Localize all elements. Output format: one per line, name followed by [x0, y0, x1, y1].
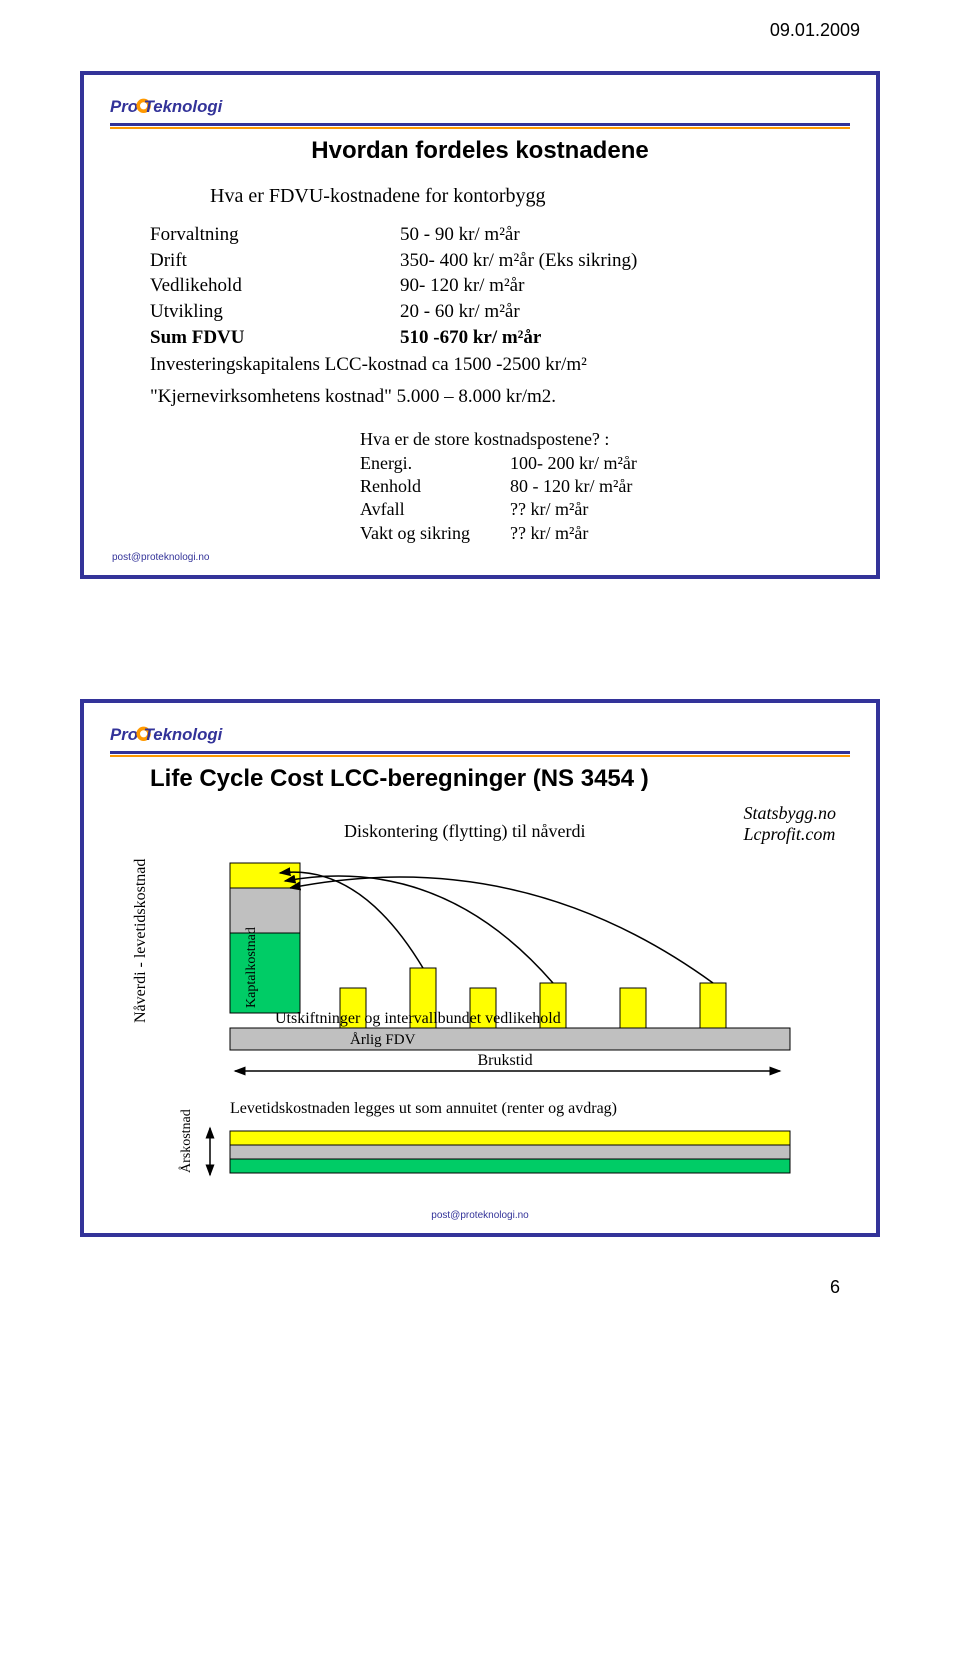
- store-value: ?? kr/ m²år: [510, 498, 588, 521]
- svg-text:Levetidskostnaden legges ut so: Levetidskostnaden legges ut som annuitet…: [230, 1100, 617, 1117]
- slide-2-inner: Pro Teknologi Life Cycle Cost LCC-beregn…: [84, 703, 876, 1233]
- footer-email: post@proteknologi.no: [112, 552, 209, 563]
- slide-1-frame: Pro Teknologi Hvordan fordeles kostnaden…: [80, 71, 880, 579]
- cost-label: Vedlikehold: [150, 273, 400, 299]
- underline-blue: [110, 751, 850, 754]
- cost-value: 20 - 60 kr/ m²år: [400, 299, 850, 325]
- underline-blue: [110, 123, 850, 126]
- store-label: Vakt og sikring: [360, 522, 510, 545]
- slide-2-frame: Pro Teknologi Life Cycle Cost LCC-beregn…: [80, 699, 880, 1237]
- logo-svg: Pro Teknologi: [110, 93, 290, 121]
- chart-svg: Kaptalkostnad Utskiftninger og intervallb…: [140, 833, 840, 1193]
- svg-text:Teknologi: Teknologi: [144, 725, 223, 744]
- store-label: Avfall: [360, 498, 510, 521]
- store-value: 80 - 120 kr/ m²år: [510, 475, 632, 498]
- store-row: Avfall ?? kr/ m²år: [360, 498, 850, 521]
- svg-text:Pro: Pro: [110, 725, 138, 744]
- store-title: Hva er de store kostnadspostene? :: [360, 428, 850, 451]
- kjerne-line: "Kjernevirksomhetens kostnad" 5.000 – 8.…: [150, 386, 850, 408]
- invest-line: Investeringskapitalens LCC-kostnad ca 15…: [150, 354, 850, 376]
- cost-table: Forvaltning 50 - 90 kr/ m²år Drift 350- …: [150, 222, 850, 350]
- cost-row: Forvaltning 50 - 90 kr/ m²år: [150, 222, 850, 248]
- cost-row: Vedlikehold 90- 120 kr/ m²år: [150, 273, 850, 299]
- svg-text:Årskostnad: Årskostnad: [178, 1109, 194, 1173]
- logo-svg: Pro Teknologi: [110, 721, 290, 749]
- page-number: 6: [80, 1277, 880, 1298]
- svg-text:Årlig FDV: Årlig FDV: [350, 1032, 416, 1048]
- store-row: Energi. 100- 200 kr/ m²år: [360, 452, 850, 475]
- cost-value: 50 - 90 kr/ m²år: [400, 222, 850, 248]
- cost-row: Utvikling 20 - 60 kr/ m²år: [150, 299, 850, 325]
- store-block: Hva er de store kostnadspostene? : Energ…: [360, 428, 850, 545]
- cost-value: 510 -670 kr/ m²år: [400, 325, 850, 351]
- link-statsbygg: Statsbygg.no: [744, 803, 837, 824]
- footer-email: post@proteknologi.no: [431, 1210, 528, 1221]
- store-row: Vakt og sikring ?? kr/ m²år: [360, 522, 850, 545]
- underline-orange: [110, 755, 850, 757]
- header-date: 09.01.2009: [80, 20, 880, 41]
- cost-label: Forvaltning: [150, 222, 400, 248]
- logo: Pro Teknologi: [110, 721, 850, 749]
- cost-value: 90- 120 kr/ m²år: [400, 273, 850, 299]
- svg-text:Pro: Pro: [110, 97, 138, 116]
- store-label: Renhold: [360, 475, 510, 498]
- svg-text:Brukstid: Brukstid: [478, 1052, 533, 1069]
- slide1-title: Hvordan fordeles kostnadene: [110, 137, 850, 165]
- chart-area: Nåverdi - levetidskostnad KaptalkostnadU…: [110, 833, 850, 1183]
- page: 09.01.2009 Pro Teknologi Hvordan fordele…: [0, 0, 960, 1338]
- cost-label: Sum FDVU: [150, 325, 400, 351]
- slide-1-inner: Pro Teknologi Hvordan fordeles kostnaden…: [84, 75, 876, 575]
- cost-label: Utvikling: [150, 299, 400, 325]
- svg-text:Utskiftninger og intervallbund: Utskiftninger og intervallbundet vedlike…: [275, 1010, 561, 1027]
- store-label: Energi.: [360, 452, 510, 475]
- store-value: ?? kr/ m²år: [510, 522, 588, 545]
- cost-row: Drift 350- 400 kr/ m²år (Eks sikring): [150, 248, 850, 274]
- store-row: Renhold 80 - 120 kr/ m²år: [360, 475, 850, 498]
- cost-label: Drift: [150, 248, 400, 274]
- cost-row-sum: Sum FDVU 510 -670 kr/ m²år: [150, 325, 850, 351]
- svg-text:Teknologi: Teknologi: [144, 97, 223, 116]
- underline-orange: [110, 127, 850, 129]
- slide1-subtitle: Hva er FDVU-kostnadene for kontorbygg: [210, 185, 850, 208]
- logo: Pro Teknologi: [110, 93, 850, 121]
- cost-value: 350- 400 kr/ m²år (Eks sikring): [400, 248, 850, 274]
- svg-text:Kaptalkostnad: Kaptalkostnad: [244, 927, 259, 1008]
- slide2-title: Life Cycle Cost LCC-beregninger (NS 3454…: [150, 765, 850, 793]
- store-value: 100- 200 kr/ m²år: [510, 452, 637, 475]
